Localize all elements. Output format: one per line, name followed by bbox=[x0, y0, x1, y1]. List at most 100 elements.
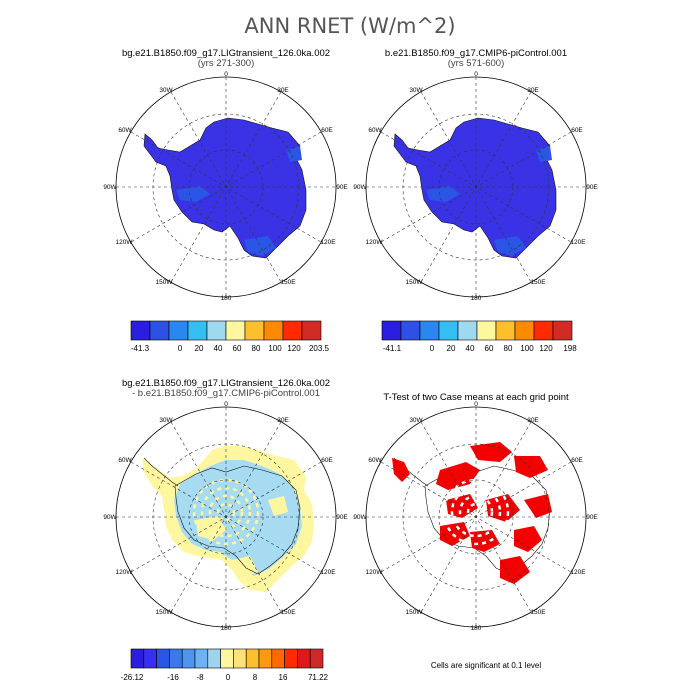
significant-cell bbox=[524, 494, 552, 518]
significant-cell bbox=[486, 494, 520, 522]
svg-text:60W: 60W bbox=[368, 457, 382, 464]
panel-4-frame bbox=[365, 406, 587, 628]
svg-text:60W: 60W bbox=[368, 127, 382, 134]
panel-2: b.e21.B1850.f09_g17.CMIP6-piControl.001 … bbox=[353, 48, 598, 302]
significance-footnote: Cells are significant at 0.1 level bbox=[431, 661, 542, 670]
svg-text:90E: 90E bbox=[586, 514, 598, 521]
panel-2-frame bbox=[365, 76, 587, 298]
panel-1-grid bbox=[116, 77, 336, 297]
ice-shelf-patch bbox=[286, 146, 302, 162]
svg-text:180: 180 bbox=[471, 295, 482, 302]
colorbar-3-label: 0 bbox=[226, 673, 231, 682]
panel-2-map bbox=[393, 117, 557, 259]
colorbar-2-labels: -41.1 0 20 40 60 80 100 120 198 bbox=[383, 344, 577, 353]
diff-field-positive bbox=[268, 496, 288, 516]
panel-3-subtitle: - b.e21.B1850.f09_g17.CMIP6-piControl.00… bbox=[132, 388, 320, 399]
colorbar-swatch bbox=[220, 648, 234, 669]
colorbar-1-label: 203.5 bbox=[309, 344, 330, 353]
svg-text:60W: 60W bbox=[118, 457, 132, 464]
svg-text:60W: 60W bbox=[118, 127, 132, 134]
svg-text:60E: 60E bbox=[571, 127, 583, 134]
ice-shelf-patch bbox=[536, 146, 552, 162]
colorbar-swatch bbox=[297, 648, 311, 669]
colorbar-swatch bbox=[282, 320, 303, 341]
svg-text:120W: 120W bbox=[116, 569, 134, 576]
ice-shelf-patch bbox=[426, 186, 460, 202]
colorbar-3-label: -26.12 bbox=[121, 673, 144, 682]
ice-shelf-patch bbox=[494, 236, 526, 256]
colorbar-swatch bbox=[514, 320, 535, 341]
colorbar-swatch bbox=[181, 648, 196, 669]
svg-text:60E: 60E bbox=[321, 127, 333, 134]
colorbar-swatch bbox=[457, 320, 478, 341]
colorbar-1-label: -41.3 bbox=[131, 344, 150, 353]
colorbar-swatch bbox=[130, 320, 151, 341]
colorbar-swatch bbox=[225, 320, 246, 341]
colorbar-swatch bbox=[419, 320, 440, 341]
colorbar-swatch bbox=[194, 648, 209, 669]
colorbar-swatch bbox=[301, 320, 322, 341]
colorbar-swatch bbox=[143, 648, 157, 669]
colorbar-swatch bbox=[206, 320, 227, 341]
colorbar-swatch bbox=[245, 648, 260, 669]
panel-4-map bbox=[392, 442, 552, 584]
svg-text:30E: 30E bbox=[277, 417, 289, 424]
colorbar-swatch bbox=[258, 648, 273, 669]
svg-text:120E: 120E bbox=[570, 569, 586, 576]
colorbar-swatch bbox=[400, 320, 421, 341]
svg-text:180: 180 bbox=[221, 295, 232, 302]
coastline bbox=[143, 457, 179, 487]
colorbar-3-label: -8 bbox=[196, 673, 204, 682]
colorbar-1-label: 20 bbox=[195, 344, 204, 353]
panel-3-frame bbox=[115, 406, 337, 628]
colorbar-swatch bbox=[244, 320, 265, 341]
colorbar-2-label: 80 bbox=[504, 344, 513, 353]
diff-field-negative bbox=[174, 460, 302, 576]
panel-1-subtitle: (yrs 271-300) bbox=[198, 58, 255, 69]
panel-1-frame bbox=[115, 76, 337, 298]
colorbar-3-label: -16 bbox=[167, 673, 179, 682]
colorbar-swatch bbox=[169, 648, 183, 669]
colorbar-3-label: 16 bbox=[279, 673, 288, 682]
svg-text:90W: 90W bbox=[353, 184, 367, 191]
svg-text:120E: 120E bbox=[320, 569, 336, 576]
colorbar-swatch bbox=[130, 648, 145, 669]
colorbar-1 bbox=[130, 320, 322, 341]
panel-1: bg.e21.B1850.f09_g17.LIGtransient_126.0k… bbox=[103, 48, 348, 302]
svg-text:30E: 30E bbox=[527, 87, 539, 94]
colorbar-2-label: 198 bbox=[563, 344, 577, 353]
main-title: ANN RNET (W/m^2) bbox=[244, 14, 455, 38]
colorbar-3-labels: -26.12 -16 -8 0 8 16 71.22 bbox=[121, 673, 329, 682]
svg-text:0: 0 bbox=[224, 401, 228, 408]
panel-4: T-Test of two Case means at each grid po… bbox=[353, 392, 598, 632]
antarctica-land bbox=[393, 117, 557, 259]
colorbar-swatch bbox=[233, 648, 247, 669]
colorbar-swatch bbox=[168, 320, 189, 341]
colorbar-swatch bbox=[438, 320, 459, 341]
colorbar-swatch bbox=[552, 320, 573, 341]
panel-1-map bbox=[143, 117, 307, 259]
svg-text:150E: 150E bbox=[280, 609, 296, 616]
svg-text:90E: 90E bbox=[336, 184, 348, 191]
panel-2-grid bbox=[366, 77, 586, 297]
colorbar-2-label: 60 bbox=[485, 344, 494, 353]
panel-2-subtitle: (yrs 571-600) bbox=[448, 58, 505, 69]
colorbar-swatch bbox=[309, 648, 324, 669]
significant-cell bbox=[514, 456, 548, 478]
colorbar-3-label: 71.22 bbox=[308, 673, 329, 682]
colorbar-swatch bbox=[271, 648, 285, 669]
panel-4-lon-labels: 0 30E 60E 90E 120E 150E 180 150W 120W 90… bbox=[353, 401, 598, 632]
panel-2-lon-labels: 0 30E 60E 90E 120E 150E 180 150W 120W 90… bbox=[353, 71, 598, 302]
svg-text:120E: 120E bbox=[320, 239, 336, 246]
significant-cell bbox=[470, 442, 512, 462]
colorbar-1-label: 120 bbox=[287, 344, 301, 353]
svg-text:0: 0 bbox=[474, 401, 478, 408]
colorbar-2-label: 100 bbox=[520, 344, 534, 353]
svg-text:90E: 90E bbox=[336, 514, 348, 521]
colorbar-2-label: 40 bbox=[466, 344, 475, 353]
colorbar-3-label: 8 bbox=[253, 673, 258, 682]
svg-text:150W: 150W bbox=[156, 279, 174, 286]
svg-text:90W: 90W bbox=[353, 514, 367, 521]
significant-cell bbox=[500, 556, 530, 584]
panel-4-title: T-Test of two Case means at each grid po… bbox=[383, 392, 569, 403]
